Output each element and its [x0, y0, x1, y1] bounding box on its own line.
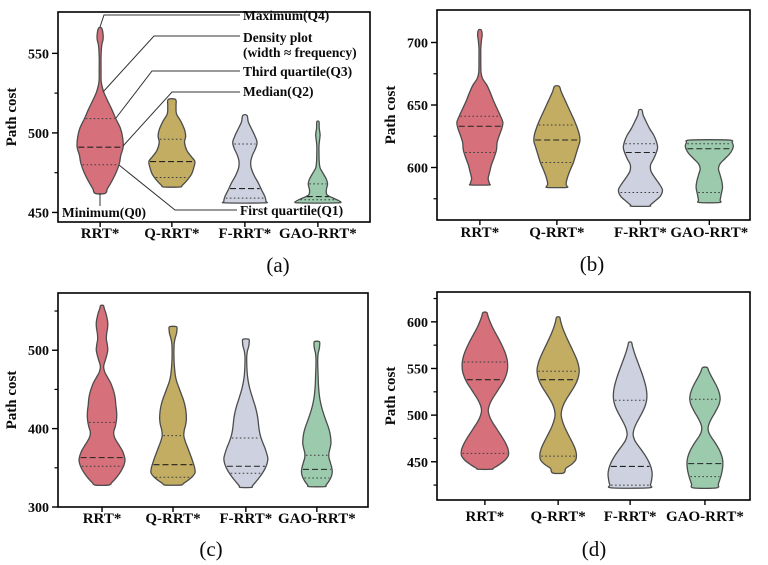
violin-c-gao-rrt [300, 340, 333, 488]
panel-c: 300 400 500 Path cost RRT* Q-RRT* F-RRT* GAO-RR… [4, 292, 369, 561]
annotation-first-quartile-q1: First quartile(Q1) [240, 203, 343, 218]
plot-frame [436, 9, 751, 221]
violin-d-q-rrt [536, 316, 580, 475]
annotation-maximum-q4: Maximum(Q4) [243, 8, 329, 23]
x-category-label-gao-rrt: GAO-RRT* [670, 225, 748, 241]
annotation-leader-third-quartile-q3 [115, 70, 240, 119]
annotation-minimum-q0: Minimum(Q0) [62, 205, 146, 220]
x-category-label-rrt: RRT* [466, 509, 505, 525]
violin-b-gao-rrt [684, 139, 734, 204]
y-tick-label: 550 [407, 362, 428, 377]
panel-caption-d: (d) [582, 537, 607, 561]
violin-d-f-rrt [607, 341, 653, 489]
axis-title-path-cost: Path cost [4, 371, 20, 430]
violin-b-q-rrt [533, 84, 581, 189]
x-category-label-f-rrt: F-RRT* [614, 225, 667, 241]
violin-d-rrt [460, 311, 510, 470]
y-tick-label: 400 [28, 423, 49, 438]
annotation-leader-maximum-q4 [99, 14, 240, 28]
y-tick-label: 500 [407, 409, 428, 424]
panel-caption-c: (c) [199, 537, 222, 561]
annotation-median-q2: Median(Q2) [243, 84, 314, 99]
x-category-label-q-rrt: Q-RRT* [529, 225, 584, 241]
axis-title-path-cost: Path cost [383, 367, 399, 426]
annotations-group: Maximum(Q4) Density plot(width ≈ frequenc… [62, 8, 357, 220]
violin-c-f-rrt [223, 338, 269, 489]
x-category-label-gao-rrt: GAO-RRT* [278, 511, 356, 527]
panel-b: 600 650 700 Path cost RRT* Q-RRT* F-RRT* GAO-RR… [383, 9, 751, 276]
axis-title-path-cost: Path cost [4, 88, 20, 147]
x-category-label-rrt: RRT* [83, 511, 122, 527]
panel-caption-b: (b) [580, 252, 605, 276]
x-category-label-q-rrt: Q-RRT* [145, 511, 200, 527]
violin-c-rrt [78, 304, 126, 486]
violin-b-f-rrt [617, 108, 664, 208]
y-tick-label: 600 [407, 162, 428, 177]
violin-d-gao-rrt [686, 366, 724, 489]
panel-caption-a: (a) [266, 253, 289, 277]
violin-c-q-rrt [150, 325, 196, 486]
annotation-density-plot: Density plot [243, 30, 313, 45]
x-category-label-gao-rrt: GAO-RRT* [279, 226, 357, 242]
annotation-density-plot: (width ≈ frequency) [243, 45, 357, 60]
panel-d: 450 500 550 600 Path cost RRT* Q-RRT* F-RRT* GAO… [383, 291, 751, 561]
violin-a-gao-rrt [294, 120, 342, 204]
y-tick-label: 300 [28, 501, 49, 516]
y-tick-label: 500 [28, 127, 49, 142]
annotation-leader-first-quartile-q1 [118, 164, 237, 211]
x-category-label-rrt: RRT* [81, 226, 120, 242]
y-tick-label: 600 [407, 316, 428, 331]
x-category-label-rrt: RRT* [461, 225, 500, 241]
plot-frame [57, 292, 369, 508]
annotation-leader-median-q2 [122, 91, 240, 147]
x-category-label-gao-rrt: GAO-RRT* [666, 509, 744, 525]
y-tick-label: 450 [28, 206, 49, 221]
panel-a: 450 500 550 Path cost RRT* Q-RRT* F-RRT* GAO-RR… [4, 11, 371, 277]
plot-frame [57, 11, 371, 223]
y-tick-label: 700 [407, 37, 428, 52]
violin-a-rrt [76, 26, 124, 195]
violin-a-q-rrt [148, 98, 196, 188]
violin-b-rrt [456, 28, 504, 186]
y-tick-label: 500 [28, 344, 49, 359]
plot-frame [436, 291, 751, 501]
x-category-label-f-rrt: F-RRT* [219, 511, 272, 527]
y-tick-label: 650 [407, 99, 428, 114]
axis-title-path-cost: Path cost [383, 86, 399, 145]
x-category-label-q-rrt: Q-RRT* [530, 509, 585, 525]
y-tick-label: 550 [28, 47, 49, 62]
violin-a-f-rrt [221, 113, 268, 204]
y-tick-label: 450 [407, 456, 428, 471]
x-category-label-q-rrt: Q-RRT* [144, 226, 199, 242]
x-category-label-f-rrt: F-RRT* [218, 226, 271, 242]
annotation-third-quartile-q3: Third quartile(Q3) [243, 64, 352, 79]
x-category-label-f-rrt: F-RRT* [604, 509, 657, 525]
annotation-leader-density-plot [102, 35, 240, 93]
